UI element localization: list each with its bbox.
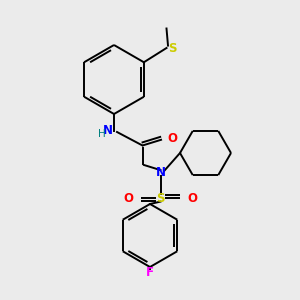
Text: S: S [168, 41, 176, 55]
Text: O: O [167, 131, 177, 145]
Text: S: S [156, 191, 165, 205]
Text: O: O [124, 191, 134, 205]
Text: N: N [103, 124, 112, 137]
Text: H: H [98, 128, 105, 139]
Text: F: F [146, 266, 154, 280]
Text: N: N [155, 166, 166, 179]
Text: O: O [188, 191, 197, 205]
